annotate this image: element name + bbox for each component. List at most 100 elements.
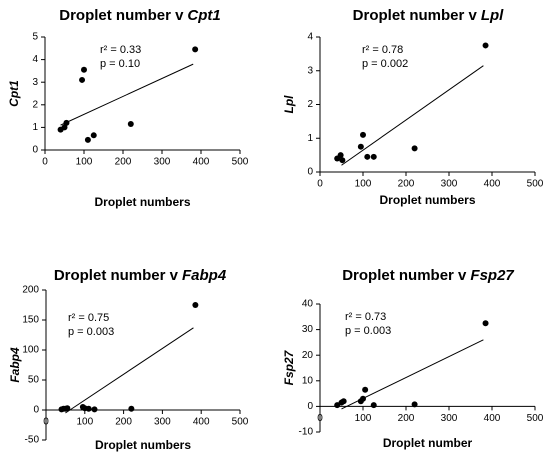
point (370, 402, 377, 409)
point (340, 398, 347, 405)
y-axis-label: Fabp4 (8, 347, 22, 383)
x-tick-label: 0 (317, 413, 323, 424)
x-tick-label: 300 (441, 179, 458, 190)
x-axis-label: Droplet numbers (95, 438, 191, 452)
title-text: Droplet number v (54, 267, 179, 284)
point (364, 153, 371, 160)
point (63, 119, 70, 126)
annotation: p = 0.003 (68, 326, 114, 338)
title-text: Droplet number v (353, 7, 478, 24)
x-tick-label: 400 (484, 179, 501, 190)
point (482, 320, 489, 327)
point (127, 121, 134, 128)
y-axis-label: Lpl (282, 95, 296, 114)
x-tick-label: 100 (76, 157, 93, 168)
y-tick-label: 5 (32, 32, 38, 43)
y-tick-label: 3 (32, 77, 38, 88)
point (91, 406, 98, 413)
chart-title: Droplet number v Lpl (353, 7, 505, 24)
x-tick-label: 500 (232, 157, 249, 168)
annotation: r² = 0.33 (100, 44, 141, 56)
point (128, 405, 135, 412)
y-tick-label: 4 (32, 54, 38, 65)
y-tick-label: 0 (33, 405, 39, 416)
point (192, 46, 199, 53)
fit-line (341, 65, 484, 166)
chart-title: Droplet number v Fsp27 (342, 267, 514, 284)
y-tick-label: 1 (32, 122, 38, 133)
x-tick-label: 500 (527, 413, 544, 424)
point (370, 153, 377, 160)
x-tick-label: 300 (154, 157, 171, 168)
x-tick-label: 100 (355, 413, 372, 424)
annotation: r² = 0.78 (362, 44, 403, 56)
x-tick-label: 200 (115, 157, 132, 168)
y-tick-label: 150 (22, 315, 39, 326)
title-gene: Lpl (481, 7, 504, 24)
point (339, 157, 346, 164)
y-tick-label: 2 (307, 99, 313, 110)
point (61, 124, 68, 131)
point (411, 145, 418, 152)
x-tick-label: 200 (398, 179, 415, 190)
y-tick-label: -10 (299, 427, 314, 438)
annotation: p = 0.002 (362, 58, 408, 70)
title-gene: Cpt1 (187, 7, 220, 24)
x-tick-label: 400 (193, 157, 210, 168)
point (360, 395, 366, 402)
x-tick-label: 300 (154, 417, 171, 428)
chart-title: Droplet number v Cpt1 (59, 7, 221, 24)
y-tick-label: 0 (307, 401, 313, 412)
x-tick-label: 400 (193, 417, 210, 428)
point (81, 66, 87, 73)
x-tick-label: 0 (43, 417, 49, 428)
point (360, 131, 366, 138)
point (357, 143, 364, 150)
point (90, 132, 97, 139)
y-tick-label: 4 (307, 32, 313, 43)
point (411, 401, 418, 408)
y-tick-label: 20 (302, 350, 314, 361)
point (79, 76, 86, 83)
annotation: r² = 0.73 (345, 311, 386, 323)
x-axis-label: Droplet numbers (379, 193, 475, 207)
x-axis-label: Droplet numbers (94, 195, 190, 209)
x-tick-label: 0 (317, 179, 323, 190)
y-tick-label: 40 (302, 299, 314, 310)
x-axis-label: Droplet number (383, 436, 473, 450)
x-tick-label: 200 (115, 417, 132, 428)
point (482, 42, 489, 49)
annotation: r² = 0.75 (68, 312, 109, 324)
y-axis-label: Cpt1 (7, 80, 21, 107)
y-tick-label: 30 (302, 324, 314, 335)
y-tick-label: 0 (307, 167, 313, 178)
y-tick-label: 1 (307, 133, 313, 144)
x-tick-label: 100 (355, 179, 372, 190)
x-tick-label: 100 (76, 417, 93, 428)
fit-line (60, 63, 194, 126)
y-tick-label: -50 (25, 435, 40, 446)
y-tick-label: 100 (22, 345, 39, 356)
annotation: p = 0.003 (345, 325, 391, 337)
point (84, 136, 91, 143)
point (192, 302, 199, 308)
y-axis-label: Fsp27 (282, 349, 296, 385)
x-tick-label: 500 (527, 179, 544, 190)
x-tick-label: 300 (441, 413, 458, 424)
annotation: p = 0.10 (100, 58, 140, 70)
title-text: Droplet number v (59, 7, 184, 24)
title-text: Droplet number v (342, 267, 467, 284)
x-tick-label: 0 (42, 157, 48, 168)
title-gene: Fsp27 (470, 267, 514, 284)
point (362, 386, 369, 393)
y-tick-label: 10 (302, 375, 314, 386)
y-tick-label: 50 (28, 375, 40, 386)
point (85, 405, 92, 412)
fit-line (65, 327, 194, 414)
y-tick-label: 200 (22, 285, 39, 296)
y-tick-label: 3 (307, 65, 313, 76)
